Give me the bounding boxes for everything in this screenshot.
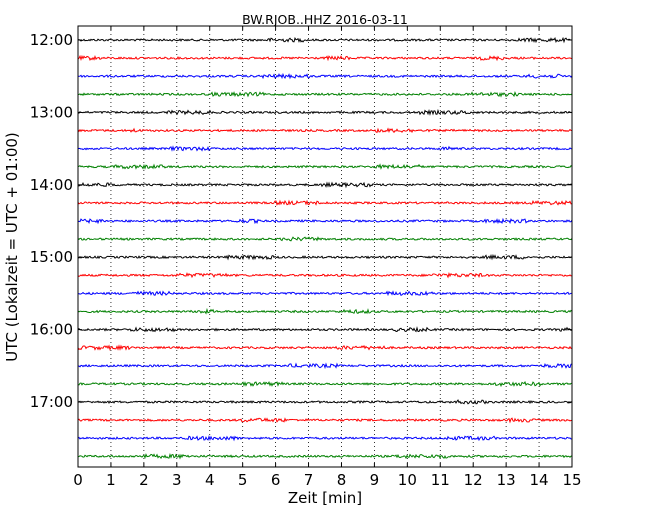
x-tick-label: 0 xyxy=(73,471,83,489)
seismic-trace xyxy=(77,163,573,170)
x-tick-label: 5 xyxy=(238,471,248,489)
x-tick-label: 1 xyxy=(106,471,116,489)
seismic-trace xyxy=(77,380,573,388)
seismic-trace xyxy=(77,108,573,116)
seismic-trace xyxy=(77,236,573,242)
y-tick-label: 14:00 xyxy=(30,176,73,194)
x-tick-label: 14 xyxy=(530,471,549,489)
seismic-trace xyxy=(77,36,573,44)
x-axis-label: Zeit [min] xyxy=(288,489,362,507)
plot-frame xyxy=(77,25,573,468)
x-axis: 0 1 2 3 4 5 6 7 8 9 10 11 12 13 14 15 xyxy=(73,26,582,489)
seismic-trace xyxy=(77,362,573,370)
x-tick-label: 13 xyxy=(497,471,516,489)
x-tick-label: 10 xyxy=(398,471,417,489)
seismic-trace xyxy=(77,435,573,442)
seismic-trace xyxy=(77,145,573,152)
seismic-trace xyxy=(77,199,573,206)
x-tick-label: 15 xyxy=(562,471,581,489)
y-tick-label: 15:00 xyxy=(30,248,73,266)
y-axis: 12:00 13:00 14:00 15:00 16:00 17:00 xyxy=(30,31,572,411)
traces xyxy=(77,36,573,460)
seismic-trace xyxy=(77,399,573,405)
seismic-trace xyxy=(77,91,573,98)
seismic-trace xyxy=(77,217,573,225)
x-tick-label: 9 xyxy=(370,471,380,489)
seismic-trace xyxy=(77,181,573,189)
seismic-trace xyxy=(77,290,573,297)
x-tick-label: 11 xyxy=(431,471,450,489)
y-tick-label: 13:00 xyxy=(30,103,73,121)
seismic-trace xyxy=(77,307,573,315)
seismic-trace xyxy=(77,54,573,62)
y-axis-label: UTC (Lokalzeit = UTC + 01:00) xyxy=(3,132,21,362)
seismic-trace xyxy=(77,453,573,460)
x-tick-label: 12 xyxy=(464,471,483,489)
x-tick-label: 7 xyxy=(304,471,314,489)
seismic-trace xyxy=(77,344,573,351)
y-tick-label: 16:00 xyxy=(30,321,73,339)
x-tick-label: 3 xyxy=(172,471,182,489)
chart-title: BW.RJOB..HHZ 2016-03-11 xyxy=(242,12,408,27)
x-tick-label: 4 xyxy=(205,471,215,489)
seismic-trace xyxy=(77,326,573,333)
seismic-trace xyxy=(77,272,573,279)
grid xyxy=(110,26,540,467)
seismic-trace xyxy=(77,127,573,134)
x-tick-label: 2 xyxy=(139,471,149,489)
seismic-trace xyxy=(77,72,573,80)
seismic-trace xyxy=(77,417,573,424)
x-tick-label: 8 xyxy=(337,471,347,489)
y-tick-label: 12:00 xyxy=(30,31,73,49)
x-tick-label: 6 xyxy=(271,471,281,489)
seismic-trace xyxy=(77,253,573,261)
y-tick-label: 17:00 xyxy=(30,393,73,411)
